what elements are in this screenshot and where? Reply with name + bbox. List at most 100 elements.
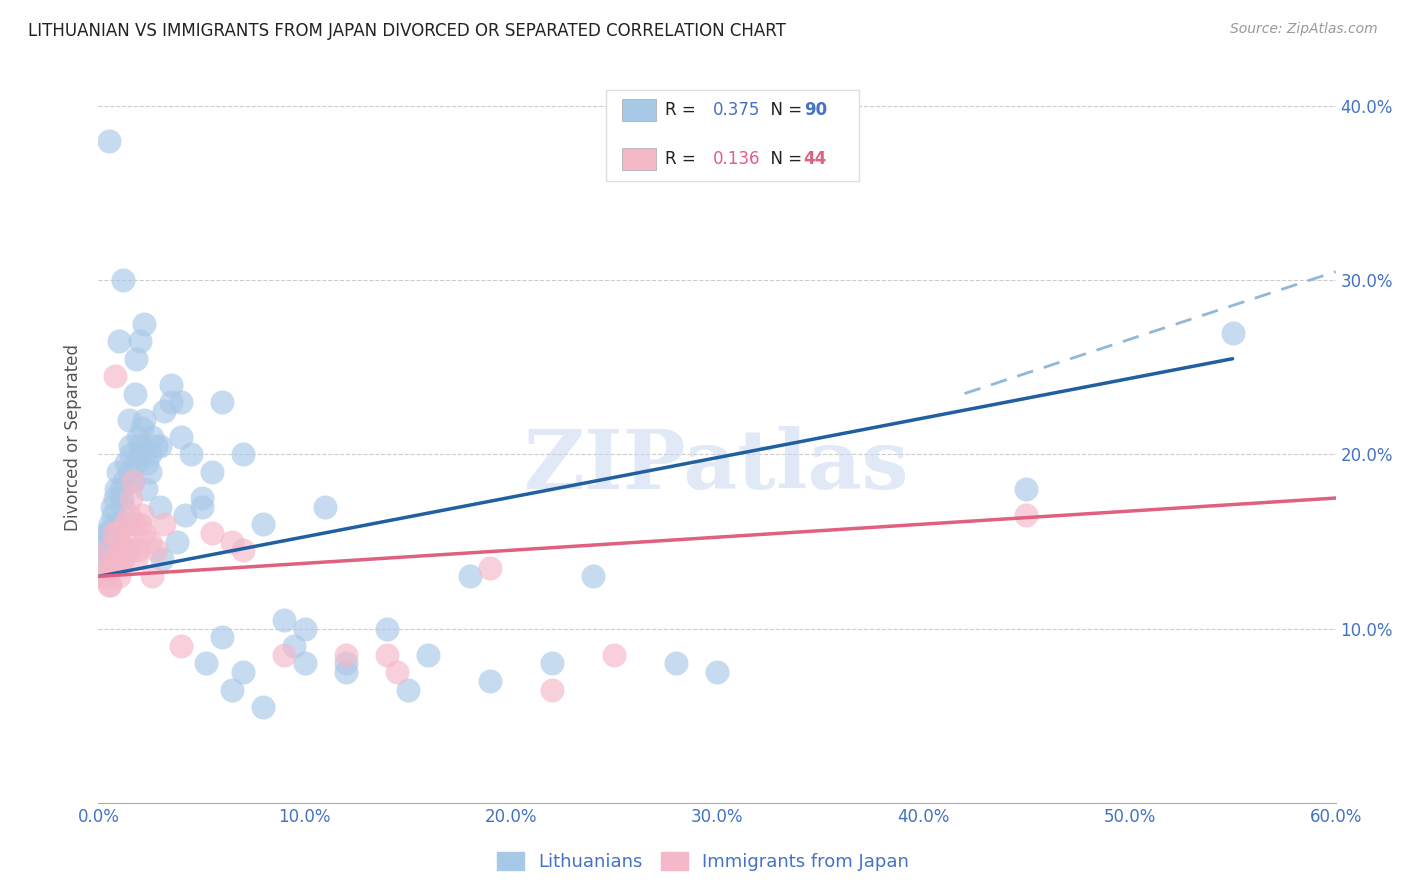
Point	[273, 648, 295, 662]
Point	[111, 552, 134, 566]
Text: ZIPatlas: ZIPatlas	[524, 426, 910, 507]
FancyBboxPatch shape	[621, 99, 657, 121]
Point	[159, 377, 181, 392]
Point	[159, 395, 181, 409]
Point	[375, 622, 398, 636]
Point	[97, 569, 120, 583]
Text: N =: N =	[761, 150, 807, 168]
Point	[132, 412, 155, 426]
Point	[180, 448, 202, 462]
Point	[105, 517, 128, 532]
Point	[1015, 483, 1038, 497]
Point	[335, 665, 357, 680]
Text: 0.375: 0.375	[713, 101, 761, 120]
Point	[132, 525, 155, 540]
Point	[150, 552, 173, 566]
Point	[94, 525, 117, 540]
Point	[108, 334, 131, 349]
Point	[335, 657, 357, 671]
Point	[103, 534, 125, 549]
Point	[101, 500, 124, 514]
Point	[283, 639, 305, 653]
Point	[221, 682, 243, 697]
Point	[131, 421, 153, 435]
Point	[139, 534, 162, 549]
Point	[97, 525, 120, 540]
Point	[124, 386, 146, 401]
Point	[375, 648, 398, 662]
Point	[141, 569, 163, 583]
Point	[145, 439, 167, 453]
Point	[96, 552, 118, 566]
Point	[387, 665, 409, 680]
Point	[97, 578, 120, 592]
Point	[101, 552, 124, 566]
Point	[105, 525, 128, 540]
Point	[273, 613, 295, 627]
Point	[120, 491, 142, 505]
Point	[104, 483, 127, 497]
Point	[108, 517, 131, 532]
Point	[120, 543, 142, 558]
Point	[141, 430, 163, 444]
Point	[100, 543, 122, 558]
Point	[118, 465, 141, 479]
Point	[418, 648, 440, 662]
Point	[190, 500, 212, 514]
Point	[335, 648, 357, 662]
Point	[112, 552, 135, 566]
Point	[104, 491, 127, 505]
Point	[94, 560, 117, 574]
Point	[124, 552, 146, 566]
Point	[314, 500, 336, 514]
Point	[114, 543, 136, 558]
Point	[104, 534, 127, 549]
Point	[96, 543, 118, 558]
Point	[118, 412, 141, 426]
Point	[127, 543, 149, 558]
Point	[117, 534, 139, 549]
Point	[112, 500, 135, 514]
Point	[139, 465, 162, 479]
Point	[120, 448, 142, 462]
Point	[128, 439, 150, 453]
Point	[166, 534, 188, 549]
Point	[97, 134, 120, 148]
Point	[174, 508, 197, 523]
Point	[232, 448, 254, 462]
Text: N =: N =	[761, 101, 807, 120]
Point	[153, 517, 176, 532]
Point	[104, 369, 127, 384]
Point	[117, 517, 139, 532]
Text: Source: ZipAtlas.com: Source: ZipAtlas.com	[1230, 22, 1378, 37]
Point	[131, 508, 153, 523]
Point	[135, 483, 157, 497]
Point	[115, 543, 138, 558]
Point	[135, 456, 157, 470]
Point	[153, 404, 176, 418]
Point	[132, 317, 155, 331]
Point	[103, 525, 125, 540]
Point	[1222, 326, 1244, 340]
Point	[100, 552, 122, 566]
Point	[190, 491, 212, 505]
Point	[170, 430, 193, 444]
Point	[170, 395, 193, 409]
Point	[107, 465, 129, 479]
Text: LITHUANIAN VS IMMIGRANTS FROM JAPAN DIVORCED OR SEPARATED CORRELATION CHART: LITHUANIAN VS IMMIGRANTS FROM JAPAN DIVO…	[28, 22, 786, 40]
Point	[110, 543, 132, 558]
Text: 90: 90	[804, 101, 827, 120]
Point	[458, 569, 481, 583]
Point	[129, 448, 152, 462]
Point	[107, 552, 129, 566]
Point	[201, 525, 224, 540]
Point	[252, 700, 274, 714]
Point	[127, 430, 149, 444]
Point	[665, 657, 688, 671]
Point	[145, 543, 167, 558]
Point	[221, 534, 243, 549]
Point	[124, 351, 146, 366]
Point	[211, 631, 233, 645]
Text: 0.136: 0.136	[713, 150, 761, 168]
Point	[122, 474, 145, 488]
